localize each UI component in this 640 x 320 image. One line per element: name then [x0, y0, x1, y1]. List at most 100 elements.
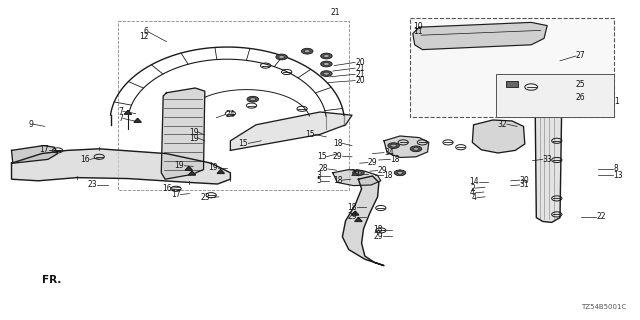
- Polygon shape: [342, 176, 384, 266]
- Text: 29: 29: [368, 158, 378, 167]
- Circle shape: [279, 55, 285, 58]
- Polygon shape: [217, 170, 225, 173]
- Polygon shape: [12, 149, 230, 184]
- Text: 19: 19: [189, 128, 198, 137]
- Circle shape: [321, 71, 332, 76]
- Text: 17: 17: [171, 190, 180, 199]
- Text: 7: 7: [118, 114, 123, 123]
- Text: 16: 16: [162, 184, 172, 193]
- Text: 28: 28: [318, 164, 328, 173]
- Text: 19: 19: [189, 134, 198, 143]
- Text: 29: 29: [373, 232, 383, 241]
- Bar: [496, 74, 614, 117]
- Polygon shape: [472, 120, 525, 153]
- Circle shape: [413, 147, 419, 150]
- Circle shape: [323, 63, 329, 65]
- Polygon shape: [12, 146, 58, 163]
- Text: 32: 32: [497, 120, 507, 129]
- Text: 15: 15: [317, 152, 326, 161]
- Polygon shape: [351, 211, 359, 215]
- Text: 19: 19: [208, 163, 218, 172]
- Text: 23: 23: [200, 193, 210, 202]
- Polygon shape: [134, 118, 141, 122]
- Text: 29: 29: [378, 166, 387, 175]
- Circle shape: [321, 53, 332, 59]
- Text: 29: 29: [348, 212, 357, 221]
- Text: 25: 25: [576, 80, 586, 89]
- Circle shape: [323, 54, 329, 58]
- Text: 8: 8: [613, 164, 618, 173]
- Text: 29: 29: [350, 169, 360, 178]
- Circle shape: [356, 172, 362, 174]
- Text: 34: 34: [384, 148, 394, 157]
- Text: 13: 13: [613, 171, 623, 180]
- Text: 27: 27: [576, 52, 586, 60]
- Bar: [410, 18, 614, 117]
- Text: 18: 18: [390, 155, 400, 164]
- Circle shape: [305, 50, 310, 52]
- Text: 4: 4: [470, 188, 475, 197]
- Polygon shape: [185, 166, 193, 170]
- Text: 23: 23: [88, 180, 97, 189]
- Circle shape: [353, 170, 364, 176]
- Polygon shape: [413, 22, 547, 50]
- Text: 33: 33: [543, 155, 552, 164]
- Text: 26: 26: [576, 93, 586, 102]
- Text: 18: 18: [373, 225, 383, 234]
- Text: 11: 11: [413, 27, 422, 36]
- Polygon shape: [535, 85, 562, 222]
- Text: 18: 18: [348, 203, 357, 212]
- Circle shape: [323, 72, 329, 75]
- Circle shape: [276, 54, 287, 60]
- Text: 21: 21: [355, 70, 365, 79]
- Text: 18: 18: [333, 139, 342, 148]
- Text: TZ54B5001C: TZ54B5001C: [580, 304, 626, 310]
- Text: 10: 10: [413, 22, 422, 31]
- Polygon shape: [188, 171, 196, 175]
- Bar: [506, 81, 518, 87]
- Text: FR.: FR.: [42, 275, 61, 285]
- Text: 22: 22: [596, 212, 606, 221]
- Text: 4: 4: [472, 193, 477, 202]
- Text: 5: 5: [316, 176, 321, 185]
- Text: 12: 12: [139, 32, 148, 41]
- Circle shape: [301, 48, 313, 54]
- Text: 21: 21: [331, 8, 340, 17]
- Polygon shape: [355, 218, 362, 221]
- Text: 2: 2: [470, 184, 475, 193]
- Text: 15: 15: [305, 130, 315, 139]
- Polygon shape: [384, 136, 429, 157]
- Text: 20: 20: [355, 58, 365, 67]
- Text: 16: 16: [80, 155, 90, 164]
- Text: 30: 30: [520, 176, 529, 185]
- Polygon shape: [333, 170, 381, 186]
- Text: 24: 24: [225, 110, 235, 119]
- Circle shape: [321, 61, 332, 67]
- Circle shape: [247, 96, 259, 102]
- Circle shape: [394, 170, 406, 176]
- Text: 3: 3: [316, 172, 321, 180]
- Circle shape: [397, 172, 403, 174]
- Text: 19: 19: [175, 161, 184, 170]
- Text: 17: 17: [40, 145, 49, 154]
- Circle shape: [388, 143, 399, 148]
- Text: 18: 18: [383, 171, 392, 180]
- Text: 29: 29: [333, 152, 342, 161]
- Bar: [118, 21, 349, 190]
- Circle shape: [250, 98, 256, 100]
- Text: 1: 1: [614, 97, 619, 106]
- Text: 18: 18: [333, 176, 342, 185]
- Circle shape: [390, 144, 397, 147]
- Text: 9: 9: [28, 120, 33, 129]
- Polygon shape: [124, 110, 132, 114]
- Text: 21: 21: [355, 64, 365, 73]
- Circle shape: [410, 146, 422, 152]
- Text: 14: 14: [469, 177, 479, 186]
- Text: 20: 20: [355, 76, 365, 85]
- Text: 6: 6: [143, 28, 148, 36]
- Text: 7: 7: [118, 107, 123, 116]
- Text: 31: 31: [520, 180, 529, 189]
- Polygon shape: [230, 112, 352, 150]
- Text: 15: 15: [239, 139, 248, 148]
- Polygon shape: [161, 88, 205, 179]
